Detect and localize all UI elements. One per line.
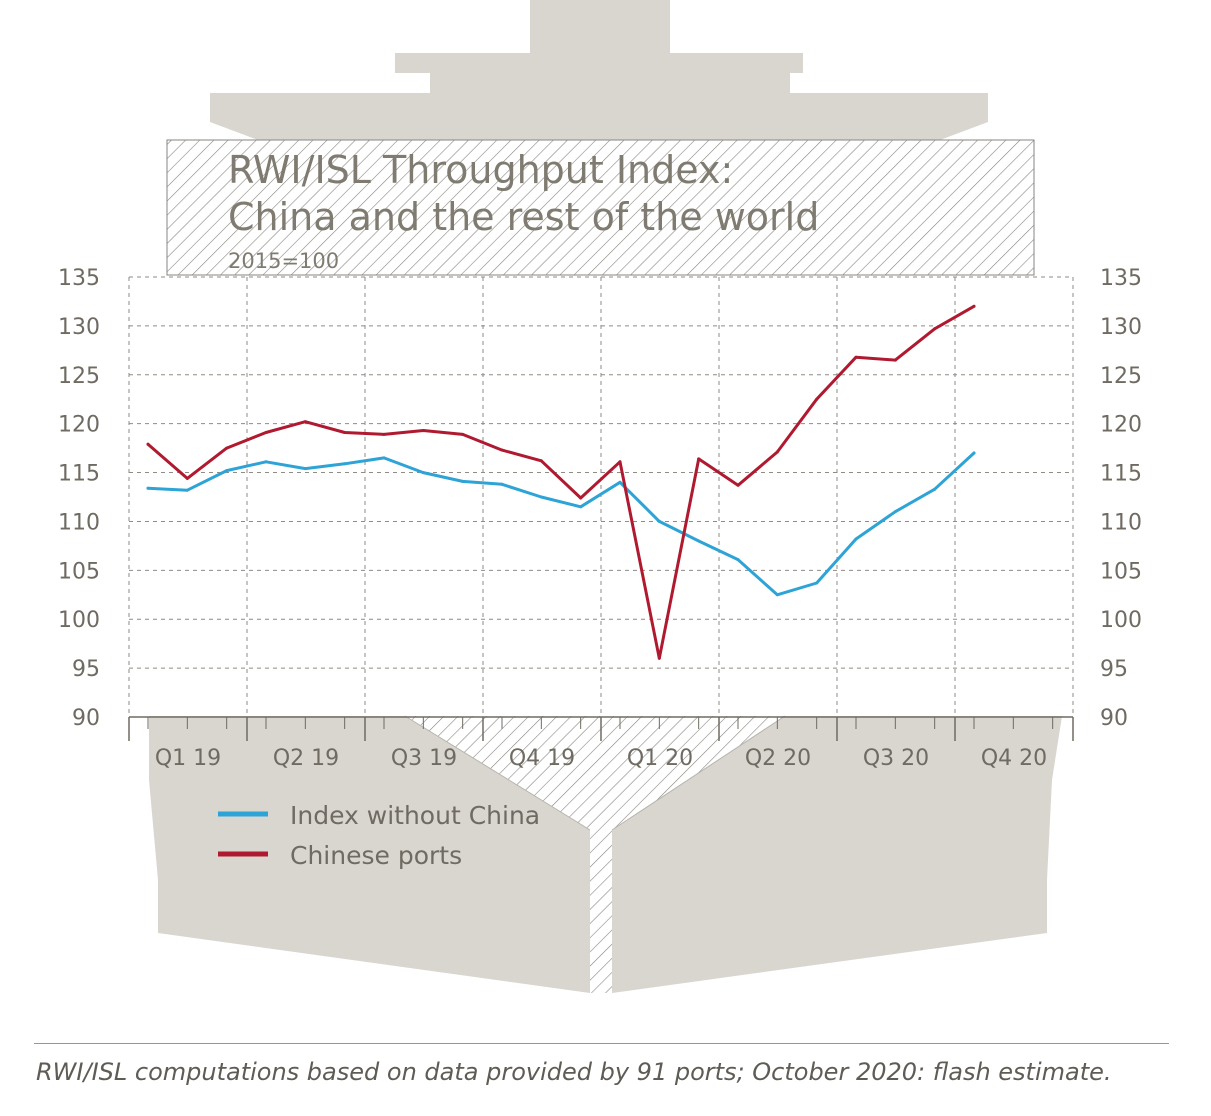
data-point-chinese-ports-20 <box>933 327 937 331</box>
data-point-index-without-china-3 <box>264 460 268 464</box>
y-tick-label-left-120: 120 <box>58 413 100 438</box>
ship-illustration <box>149 0 1062 993</box>
data-point-index-without-china-20 <box>933 487 937 491</box>
ship-hull-left <box>149 716 590 993</box>
y-tick-label-right-95: 95 <box>1100 657 1128 682</box>
data-point-index-without-china-9 <box>500 482 504 486</box>
ship-hull-right <box>612 716 1062 993</box>
y-tick-label-left-125: 125 <box>58 364 100 389</box>
y-tick-label-right-135: 135 <box>1100 266 1142 291</box>
y-tick-label-left-135: 135 <box>58 266 100 291</box>
legend-label-chinese-ports: Chinese ports <box>290 841 462 870</box>
data-point-chinese-ports-21 <box>972 304 976 308</box>
y-tick-label-right-90: 90 <box>1100 706 1128 731</box>
data-point-chinese-ports-12 <box>618 460 622 464</box>
series-line-index-without-china <box>146 451 976 597</box>
y-tick-label-right-105: 105 <box>1100 559 1142 584</box>
data-point-chinese-ports-5 <box>343 431 347 434</box>
data-point-index-without-china-11 <box>579 505 583 509</box>
data-point-index-without-china-10 <box>539 495 543 499</box>
data-point-chinese-ports-15 <box>736 483 740 487</box>
title-hatch-box <box>166 139 1035 276</box>
data-point-index-without-china-0 <box>146 486 150 490</box>
x-tick-label-q1-20: Q1 20 <box>627 746 693 771</box>
y-tick-label-left-110: 110 <box>58 510 100 535</box>
data-point-chinese-ports-13 <box>657 656 661 660</box>
ship-bridge <box>210 93 988 140</box>
ship-funnel <box>530 0 670 55</box>
legend: Index without China Chinese ports <box>218 801 540 870</box>
y-tick-label-right-100: 100 <box>1100 608 1142 633</box>
data-point-chinese-ports-2 <box>225 446 229 450</box>
data-point-index-without-china-21 <box>972 451 976 455</box>
data-point-chinese-ports-9 <box>500 448 504 452</box>
data-point-chinese-ports-8 <box>461 432 465 436</box>
x-tick-label-q2-20: Q2 20 <box>745 746 811 771</box>
data-point-index-without-china-8 <box>461 479 465 483</box>
y-tick-label-right-125: 125 <box>1100 364 1142 389</box>
y-tick-label-left-90: 90 <box>72 706 100 731</box>
y-tick-label-right-115: 115 <box>1100 462 1142 487</box>
data-point-chinese-ports-10 <box>539 459 543 463</box>
series-lines <box>146 304 976 660</box>
data-point-chinese-ports-17 <box>815 397 819 401</box>
ship-bow-hatch <box>405 716 785 993</box>
source-divider <box>34 1043 1169 1044</box>
data-point-index-without-china-13 <box>657 519 661 523</box>
y-tick-label-right-130: 130 <box>1100 315 1142 340</box>
chart-title-line2: China and the rest of the world <box>228 195 819 239</box>
y-tick-label-left-115: 115 <box>58 462 100 487</box>
x-tick-label-q4-20: Q4 20 <box>981 746 1047 771</box>
ship-upper-deck <box>395 53 803 73</box>
y-tick-label-right-110: 110 <box>1100 510 1142 535</box>
data-point-chinese-ports-0 <box>146 442 150 446</box>
data-point-index-without-china-7 <box>421 471 425 475</box>
data-point-index-without-china-17 <box>815 581 819 585</box>
y-tick-label-left-100: 100 <box>58 608 100 633</box>
data-point-index-without-china-19 <box>893 510 897 514</box>
data-point-index-without-china-15 <box>736 558 740 562</box>
data-point-chinese-ports-19 <box>893 358 897 362</box>
data-point-index-without-china-14 <box>697 539 701 543</box>
x-tick-label-q3-19: Q3 19 <box>391 746 457 771</box>
ship-bow-left-edge <box>404 715 591 831</box>
y-tick-label-right-120: 120 <box>1100 413 1142 438</box>
data-point-chinese-ports-18 <box>854 355 858 359</box>
y-tick-label-left-130: 130 <box>58 315 100 340</box>
data-point-chinese-ports-14 <box>697 457 701 461</box>
legend-label-index-without-china: Index without China <box>290 801 540 830</box>
data-point-index-without-china-16 <box>775 593 779 597</box>
data-point-index-without-china-18 <box>854 537 858 541</box>
data-point-chinese-ports-3 <box>264 431 268 434</box>
data-point-chinese-ports-11 <box>579 496 583 500</box>
x-tick-label-q2-19: Q2 19 <box>273 746 339 771</box>
data-point-index-without-china-1 <box>185 488 189 492</box>
data-point-chinese-ports-6 <box>382 432 386 436</box>
x-tick-label-q3-20: Q3 20 <box>863 746 929 771</box>
data-point-index-without-china-12 <box>618 480 622 484</box>
data-point-chinese-ports-7 <box>421 429 425 432</box>
chart-subtitle: 2015=100 <box>228 249 339 273</box>
data-point-chinese-ports-4 <box>303 420 307 424</box>
x-axis: Q1 19 Q2 19 Q3 19 Q4 19 Q1 20 Q2 20 Q3 20 Q4 20 <box>128 716 1074 771</box>
ship-mid-deck <box>430 72 790 94</box>
x-tick-label-q1-19: Q1 19 <box>155 746 221 771</box>
source-note: RWI/ISL computations based on data provi… <box>36 1058 1112 1086</box>
ship-bow-right-edge <box>611 715 786 831</box>
data-point-chinese-ports-1 <box>185 476 189 480</box>
x-tick-label-q4-19: Q4 19 <box>509 746 575 771</box>
y-axis: 90 90 95 95 100 100 105 105 110 110 115 115 120 120 12… <box>58 266 1142 731</box>
data-point-index-without-china-6 <box>382 456 386 460</box>
y-tick-label-left-95: 95 <box>72 657 100 682</box>
data-point-index-without-china-5 <box>343 462 347 466</box>
chart-title-line1: RWI/ISL Throughput Index: <box>228 148 733 192</box>
grid <box>128 276 1074 717</box>
data-point-index-without-china-4 <box>303 467 307 471</box>
data-point-chinese-ports-16 <box>775 450 779 454</box>
series-line-chinese-ports <box>146 304 976 660</box>
y-tick-label-left-105: 105 <box>58 559 100 584</box>
data-point-index-without-china-2 <box>225 469 229 473</box>
